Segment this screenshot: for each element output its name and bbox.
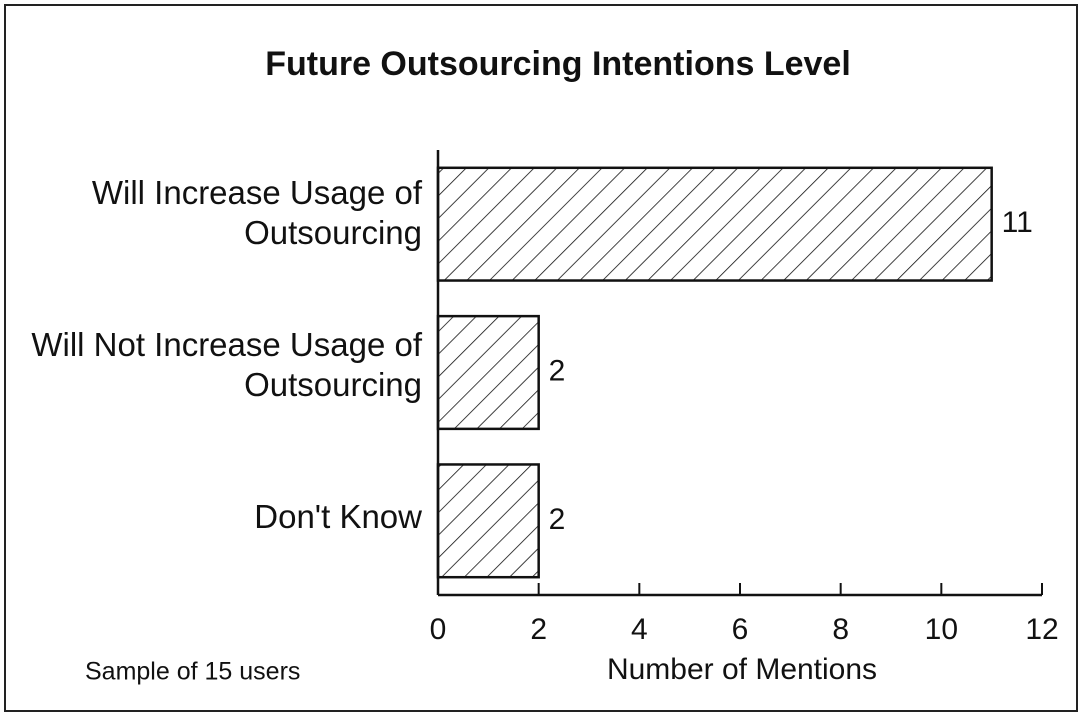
x-tick-label: 6 [732, 613, 749, 646]
x-tick-label: 10 [925, 613, 958, 646]
x-tick-label: 12 [1025, 613, 1058, 646]
chart-title: Future Outsourcing Intentions Level [265, 45, 851, 83]
x-tick-label: 8 [832, 613, 849, 646]
x-axis-label: Number of Mentions [607, 653, 877, 686]
bar [436, 166, 993, 282]
bar [436, 463, 540, 579]
annotation: Sample of 15 users [85, 658, 300, 686]
category-label: Will Increase Usage of Outsourcing [91, 174, 422, 251]
x-tick-label: 2 [530, 613, 547, 646]
value-label: 2 [549, 503, 566, 536]
category-label: Don't Know [254, 498, 422, 535]
bar [436, 314, 540, 431]
value-label: 11 [1002, 206, 1033, 239]
value-label: 2 [549, 354, 566, 387]
x-tick-label: 4 [631, 613, 648, 646]
frame [4, 4, 1078, 712]
x-tick-label: 0 [430, 613, 447, 646]
category-label: Will Not Increase Usage of Outsourcing [31, 326, 422, 403]
